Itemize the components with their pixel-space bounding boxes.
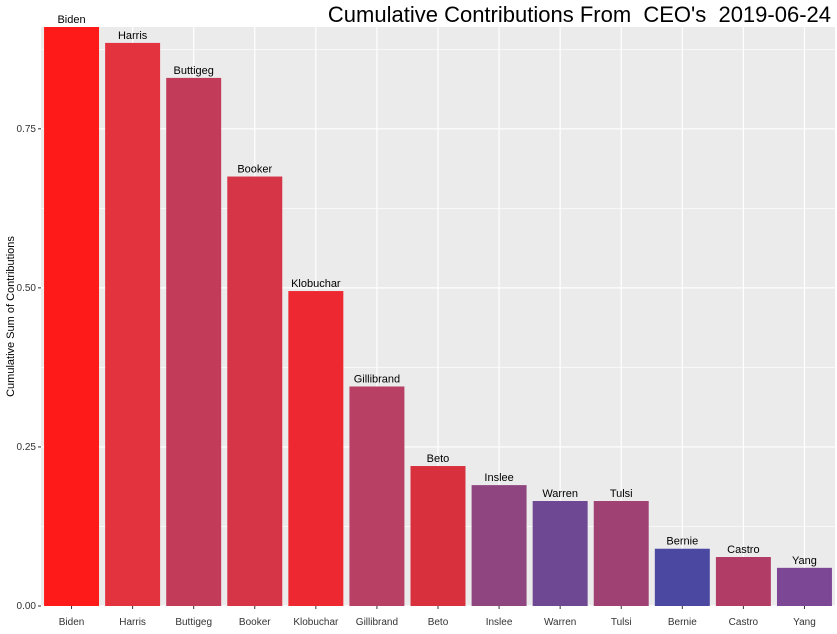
x-tick-label: Inslee — [486, 617, 513, 628]
x-tick-label: Yang — [793, 617, 816, 628]
y-axis-label: Cumulative Sum of Contributions — [5, 236, 17, 397]
y-tick-label: 0.25 — [17, 442, 37, 453]
x-axis: Biden Harris Buttigeg Booker Klobuchar Gillib… — [59, 606, 816, 628]
bar-label: Castro — [727, 544, 759, 556]
bar-label: Booker — [237, 164, 272, 176]
bar-label: Beto — [427, 453, 450, 465]
bar-label: Buttigeg — [174, 65, 214, 77]
x-tick-label: Harris — [119, 617, 146, 628]
bar-tulsi — [593, 501, 649, 606]
bar-inslee — [471, 485, 527, 606]
bar-label: Yang — [792, 555, 817, 567]
x-tick-label: Warren — [544, 617, 576, 628]
x-tick-label: Klobuchar — [293, 617, 339, 628]
x-tick-label: Tulsi — [611, 617, 632, 628]
bar-buttigeg — [166, 77, 222, 606]
bar-label: Biden — [57, 14, 85, 26]
bar-label: Tulsi — [610, 488, 633, 500]
x-tick-label: Biden — [59, 617, 85, 628]
bar-labels: Biden Harris Buttigeg Booker Klobuchar Gillib… — [57, 14, 816, 567]
bar-label: Warren — [542, 488, 578, 500]
y-tick-label: 0.75 — [17, 124, 37, 135]
bar-gillibrand — [349, 386, 405, 606]
bar-bernie — [654, 548, 710, 606]
bar-label: Bernie — [666, 536, 698, 548]
x-tick-label: Bernie — [668, 617, 697, 628]
bar-label: Harris — [118, 30, 148, 42]
x-tick-label: Beto — [428, 617, 449, 628]
y-axis: 0.00 0.25 0.50 0.75 — [17, 124, 41, 612]
chart-title: Cumulative Contributions From CEO's 2019… — [327, 2, 831, 27]
bar-label: Inslee — [484, 472, 513, 484]
bar-klobuchar — [288, 291, 344, 606]
bars — [44, 27, 832, 606]
bar-harris — [105, 42, 161, 606]
bar-warren — [532, 501, 588, 606]
x-tick-label: Booker — [239, 617, 271, 628]
bar-biden — [44, 27, 100, 606]
x-tick-label: Gillibrand — [356, 617, 398, 628]
bar-label: Gillibrand — [354, 373, 400, 385]
bar-yang — [776, 567, 832, 606]
y-tick-label: 0.00 — [17, 601, 37, 612]
x-tick-label: Castro — [729, 617, 759, 628]
y-tick-label: 0.50 — [17, 283, 37, 294]
bar-label: Klobuchar — [291, 278, 341, 290]
bar-castro — [715, 557, 771, 606]
bar-beto — [410, 466, 466, 606]
x-tick-label: Buttigeg — [175, 617, 212, 628]
bar-booker — [227, 176, 283, 606]
